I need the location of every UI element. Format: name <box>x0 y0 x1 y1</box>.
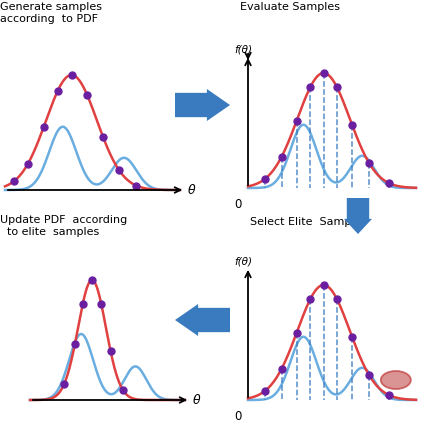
Polygon shape <box>344 198 372 234</box>
Text: Generate samples
according  to PDF: Generate samples according to PDF <box>0 2 102 24</box>
Polygon shape <box>175 89 230 121</box>
Text: Evaluate Samples: Evaluate Samples <box>240 2 340 12</box>
Text: f(θ): f(θ) <box>234 45 252 55</box>
Text: f(θ): f(θ) <box>234 257 252 267</box>
Text: Update PDF  according
  to elite  samples: Update PDF according to elite samples <box>0 215 127 237</box>
Ellipse shape <box>381 371 411 389</box>
Polygon shape <box>175 304 230 336</box>
Text: 0: 0 <box>234 198 242 211</box>
Text: 0: 0 <box>234 410 242 422</box>
Text: θ: θ <box>188 184 196 197</box>
Text: Select Elite  Samp: Select Elite Samp <box>250 217 352 227</box>
Text: θ: θ <box>193 395 200 408</box>
